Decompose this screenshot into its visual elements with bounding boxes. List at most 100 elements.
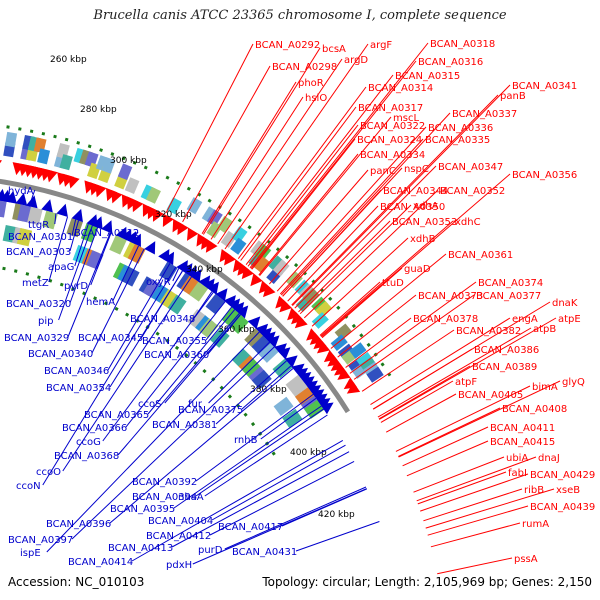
feature-box — [37, 148, 51, 165]
forward-gene-label: BCAN_A0298 — [272, 62, 337, 73]
reverse-gene-arrow — [274, 343, 287, 356]
forward-gene-label: BCAN_A0405 — [458, 390, 523, 401]
scale-tick-label: 380 kbp — [250, 385, 287, 395]
reverse-gene-label: BCAN_A0397 — [8, 535, 73, 546]
reverse-leader-line — [69, 220, 79, 252]
feature-box — [349, 342, 367, 359]
forward-leader-line — [425, 488, 555, 529]
scale-tick-label: 280 kbp — [80, 105, 117, 115]
reverse-gene-arrow — [291, 363, 305, 376]
forward-gene-label: atpF — [455, 377, 477, 388]
reverse-gene-arrow — [101, 220, 113, 234]
forward-gene-label: BCAN_A0350 — [380, 202, 445, 213]
forward-gene-arrow — [177, 221, 189, 236]
feature-box — [186, 197, 203, 215]
reverse-leader-line — [205, 306, 232, 341]
reverse-leader-line — [46, 331, 260, 553]
forward-leader-line — [437, 557, 513, 575]
reverse-gene-label: BCAN_A0394 — [132, 492, 197, 503]
feature-box — [294, 279, 312, 297]
reverse-gene-arrow — [320, 402, 334, 415]
reverse-gene-label: BCAN_A0312 — [74, 228, 139, 239]
reverse-gene-label: BCAN_A0375 — [178, 405, 243, 416]
forward-gene-label: BCAN_A0429 — [530, 470, 595, 481]
reverse-leader-line — [54, 213, 57, 225]
feature-box — [180, 275, 200, 296]
forward-gene-arrow — [275, 295, 288, 309]
forward-gene-arrow — [232, 259, 246, 273]
forward-gene-arrow — [132, 198, 144, 213]
forward-gene-arrow — [279, 299, 292, 313]
reverse-gene-label: BCAN_A0303 — [6, 247, 71, 258]
reverse-gene-arrow — [130, 233, 141, 248]
gene-labels: BCAN_A0292 bcsA argF BCAN_A0318 BCAN_A0298 ar… — [4, 39, 595, 571]
reverse-gene-arrow — [247, 316, 261, 330]
forward-leader-line — [398, 380, 561, 458]
forward-gene-arrow — [162, 213, 174, 227]
genome-backbone — [0, 124, 396, 458]
forward-leader-line — [182, 65, 271, 223]
scale-ticks: 260 kbp 280 kbp 300 kbp 320 kbp 340 kbp 360 k… — [50, 55, 355, 520]
feature-box — [159, 261, 178, 282]
reverse-gene-label: BCAN_A0348 — [130, 314, 195, 325]
reverse-leader-line — [62, 276, 192, 472]
feature-box — [101, 157, 116, 174]
forward-leader-line — [259, 116, 392, 277]
forward-gene-label: phoR — [298, 78, 324, 89]
scale-tick-label: 360 kbp — [218, 325, 255, 335]
reverse-leader-line — [28, 189, 36, 207]
reverse-gene-label: BCAN_A0329 — [4, 333, 69, 344]
forward-leader-line — [349, 281, 477, 374]
forward-gene-label: fabI — [508, 468, 527, 479]
forward-gene-label: BCAN_A0382 — [456, 326, 521, 337]
reverse-gene-arrow — [41, 199, 53, 213]
reverse-leader-line — [215, 360, 287, 425]
feature-box — [252, 255, 270, 273]
reverse-leader-line — [74, 223, 89, 267]
forward-gene-arrow — [219, 249, 232, 263]
feature-box — [282, 408, 303, 428]
topology-text: Topology: circular; Length: 2,105,969 bp… — [262, 575, 592, 589]
forward-gene-label: dnaK — [552, 298, 578, 309]
reverse-leader-line — [164, 314, 241, 404]
forward-leader-line — [224, 43, 369, 250]
reverse-gene-label: oxyR — [146, 277, 171, 288]
forward-leader-line — [303, 189, 439, 319]
forward-gene-label: BCAN_A0322 — [360, 121, 425, 132]
forward-gene-arrow — [186, 227, 199, 241]
reverse-gene-label: fur — [188, 399, 203, 410]
reverse-gene-label: BCAN_A0366 — [62, 423, 127, 434]
feature-box — [145, 186, 161, 204]
reverse-leader-line — [117, 313, 240, 456]
feature-box — [0, 199, 7, 218]
forward-leader-line — [398, 407, 501, 457]
reverse-leader-line — [71, 219, 77, 237]
reverse-gene-arrow — [294, 367, 308, 381]
forward-leader-line — [251, 138, 356, 270]
reverse-leader-line — [241, 365, 292, 410]
forward-gene-label: BCAN_A0341 — [512, 81, 577, 92]
reverse-leader-line — [48, 216, 68, 283]
forward-gene-label: BCAN_A0353 — [392, 217, 457, 228]
reverse-gene-arrow — [262, 331, 276, 345]
forward-gene-arrow — [294, 315, 308, 329]
reverse-gene-label: BCAN_A0412 — [146, 531, 211, 542]
forward-gene-arrow — [241, 266, 254, 280]
feature-box — [198, 318, 219, 339]
reverse-gene-arrow — [162, 251, 175, 266]
forward-gene-label: BCAN_A0337 — [452, 109, 517, 120]
forward-gene-arrow — [95, 184, 107, 198]
forward-gene-label: argD — [344, 55, 368, 66]
forward-leader-line — [247, 124, 359, 267]
reverse-gene-arrow — [189, 269, 202, 283]
feature-box — [230, 237, 247, 255]
feature-box — [124, 177, 140, 195]
forward-leader-line — [395, 385, 531, 452]
reverse-gene-label: BCAN_A0365 — [84, 410, 149, 421]
forward-gene-label: bimA — [532, 382, 558, 393]
forward-gene-label: panC — [370, 166, 396, 177]
reverse-leader-line — [192, 488, 367, 565]
reverse-gene-label: BCAN_A0431 — [232, 547, 297, 558]
forward-leader-line — [282, 189, 382, 297]
